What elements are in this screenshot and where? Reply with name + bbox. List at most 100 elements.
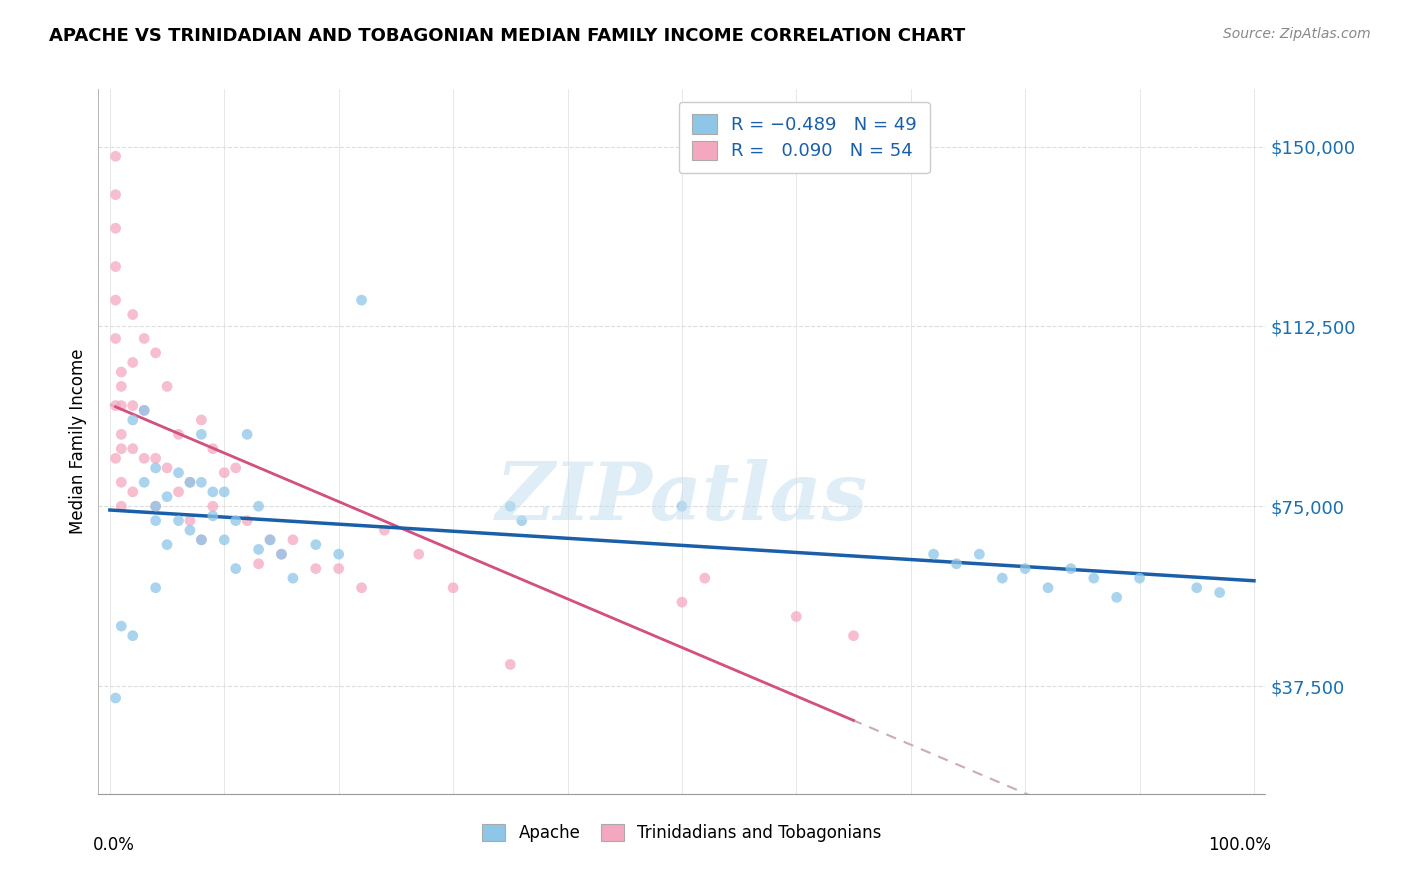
Point (121, 413, 143, 427)
Point (190, 427, 212, 442)
Point (1060, 561, 1083, 575)
Point (270, 547, 292, 561)
Point (145, 500, 167, 514)
Point (179, 514, 201, 528)
Point (121, 399, 143, 413)
Point (1083, 571, 1105, 585)
Point (121, 308, 143, 322)
Point (441, 581, 464, 595)
Point (991, 571, 1014, 585)
Point (236, 514, 259, 528)
Point (104, 187, 127, 202)
Point (1105, 591, 1128, 605)
Point (201, 500, 224, 514)
Point (922, 547, 945, 561)
Point (328, 561, 350, 575)
Point (842, 629, 865, 643)
Point (225, 514, 247, 528)
Point (305, 561, 328, 575)
Point (145, 451, 167, 466)
Point (110, 442, 132, 456)
Point (156, 538, 179, 552)
Point (247, 500, 270, 514)
Point (190, 475, 212, 490)
Point (350, 293, 373, 307)
Point (110, 427, 132, 442)
Point (1036, 581, 1059, 595)
Point (134, 403, 156, 417)
Text: ZIPatlas: ZIPatlas (496, 459, 868, 537)
Point (156, 490, 179, 504)
Point (167, 427, 190, 442)
Point (179, 523, 201, 537)
Point (110, 500, 132, 514)
Point (156, 379, 179, 393)
Point (110, 399, 132, 413)
Point (110, 365, 132, 379)
Point (214, 533, 236, 547)
Point (167, 484, 190, 499)
Point (373, 523, 395, 537)
Point (104, 399, 127, 413)
Text: 0.0%: 0.0% (93, 836, 135, 855)
Point (259, 533, 281, 547)
Point (134, 451, 156, 466)
Point (145, 461, 167, 475)
Point (167, 514, 190, 528)
Point (499, 500, 522, 514)
Text: APACHE VS TRINIDADIAN AND TOBAGONIAN MEDIAN FAMILY INCOME CORRELATION CHART: APACHE VS TRINIDADIAN AND TOBAGONIAN MED… (49, 27, 966, 45)
Point (104, 331, 127, 345)
Point (121, 629, 143, 643)
Point (134, 331, 156, 345)
Point (121, 484, 143, 499)
Point (510, 514, 533, 528)
Point (190, 533, 212, 547)
Point (121, 355, 143, 369)
Point (190, 413, 212, 427)
Point (145, 346, 167, 360)
Point (214, 484, 236, 499)
Point (247, 557, 270, 571)
Point (156, 461, 179, 475)
Point (201, 484, 224, 499)
Point (179, 475, 201, 490)
Point (671, 500, 693, 514)
Point (785, 609, 807, 624)
Point (179, 475, 201, 490)
Text: Source: ZipAtlas.com: Source: ZipAtlas.com (1223, 27, 1371, 41)
Point (270, 547, 292, 561)
Point (1208, 585, 1230, 599)
Legend: Apache, Trinidadians and Tobagonians: Apache, Trinidadians and Tobagonians (475, 817, 889, 849)
Point (225, 461, 247, 475)
Point (104, 691, 127, 706)
Point (671, 595, 693, 609)
Point (214, 466, 236, 480)
Point (1128, 571, 1150, 585)
Point (201, 442, 224, 456)
Point (350, 581, 373, 595)
Point (247, 542, 270, 557)
Point (328, 547, 350, 561)
Point (104, 221, 127, 235)
Point (281, 571, 304, 585)
Point (190, 533, 212, 547)
Point (945, 557, 967, 571)
Point (408, 547, 430, 561)
Point (201, 508, 224, 523)
Point (305, 538, 328, 552)
Text: 100.0%: 100.0% (1208, 836, 1271, 855)
Point (145, 514, 167, 528)
Point (121, 442, 143, 456)
Point (134, 475, 156, 490)
Point (110, 379, 132, 393)
Point (145, 581, 167, 595)
Point (693, 571, 716, 585)
Point (104, 260, 127, 274)
Point (281, 533, 304, 547)
Point (134, 403, 156, 417)
Point (110, 475, 132, 490)
Point (110, 619, 132, 633)
Point (1185, 581, 1208, 595)
Y-axis label: Median Family Income: Median Family Income (69, 349, 87, 534)
Point (104, 293, 127, 307)
